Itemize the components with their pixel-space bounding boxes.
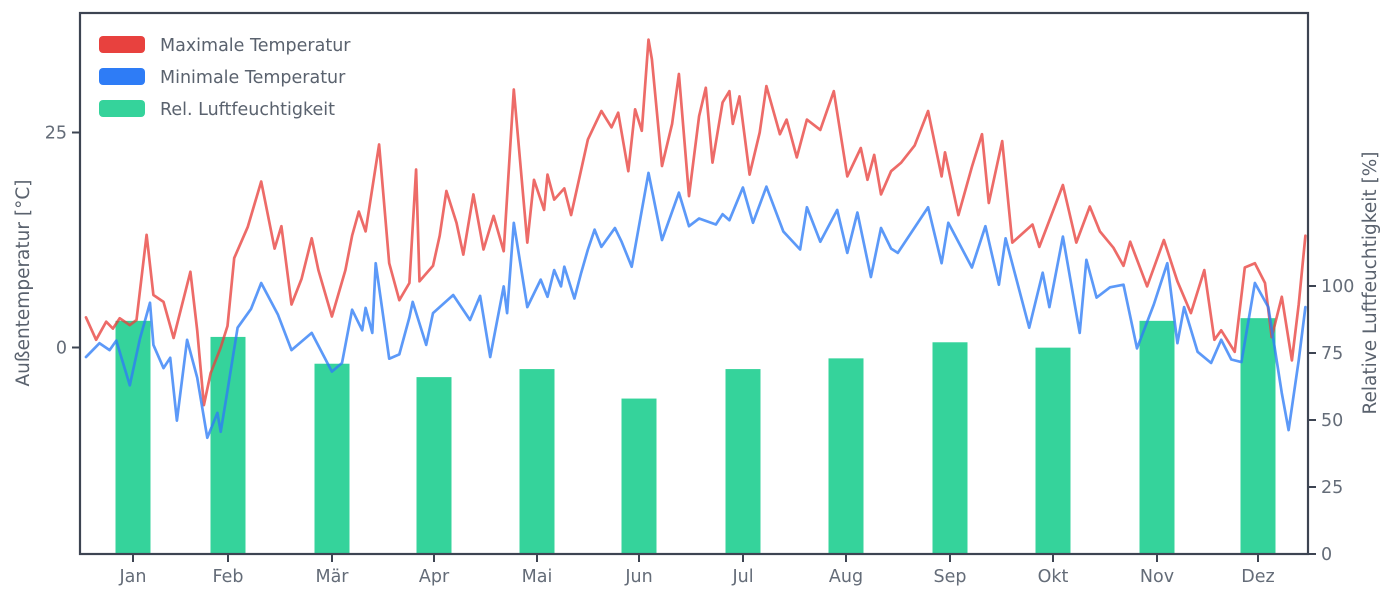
y-right-axis-label: Relative Luftfeuchtigkeit [%]: [1360, 151, 1381, 414]
tmin-line: [84, 171, 1307, 440]
x-tick-label-aug: Aug: [829, 567, 863, 587]
humidity-bar-sep: [932, 342, 968, 554]
humidity-bar-mai: [519, 369, 555, 554]
x-tick-label-feb: Feb: [213, 567, 244, 587]
legend-swatch-2: [99, 100, 145, 117]
x-tick-label-apr: Apr: [419, 567, 450, 587]
y-right-tick-label: 100: [1321, 277, 1354, 297]
humidity-bar-nov: [1139, 320, 1175, 554]
y-right-tick-label: 25: [1321, 478, 1343, 498]
legend-label-1: Minimale Temperatur: [160, 68, 346, 88]
humidity-bar-okt: [1035, 347, 1071, 554]
x-tick-label-jul: Jul: [731, 567, 753, 587]
y-right-tick-label: 0: [1321, 545, 1332, 565]
x-tick-label-mär: Mär: [315, 567, 349, 587]
legend-swatch-1: [99, 68, 145, 85]
humidity-bar-apr: [416, 377, 452, 554]
y-left-axis-label: Außentemperatur [°C]: [13, 180, 34, 387]
y-right-tick-label: 75: [1321, 344, 1343, 364]
legend: [99, 36, 145, 117]
humidity-bar-aug: [828, 358, 864, 554]
x-tick-label-jun: Jun: [624, 567, 652, 587]
humidity-bar-feb: [210, 336, 246, 554]
x-tick-label-sep: Sep: [934, 567, 967, 587]
humidity-bar-jul: [725, 369, 761, 554]
y-left-tick-label: 0: [56, 339, 67, 359]
legend-label-2: Rel. Luftfeuchtigkeit: [160, 100, 335, 120]
x-tick-label-nov: Nov: [1140, 567, 1174, 587]
legend-swatch-0: [99, 36, 145, 53]
legend-label-0: Maximale Temperatur: [160, 36, 351, 56]
x-tick-label-dez: Dez: [1241, 567, 1274, 587]
x-tick-label-jan: Jan: [119, 567, 147, 587]
humidity-bars: [115, 318, 1276, 554]
humidity-bar-dez: [1240, 318, 1276, 554]
plot-frame: [78, 11, 1310, 556]
humidity-bar-mär: [314, 363, 350, 554]
plot-area: [84, 38, 1307, 554]
tmax-line: [84, 38, 1307, 407]
y-left-tick-label: 25: [45, 124, 67, 144]
x-tick-label-okt: Okt: [1038, 567, 1069, 587]
humidity-bar-jun: [621, 398, 657, 554]
x-tick-label-mai: Mai: [522, 567, 553, 587]
y-right-tick-label: 50: [1321, 411, 1343, 431]
